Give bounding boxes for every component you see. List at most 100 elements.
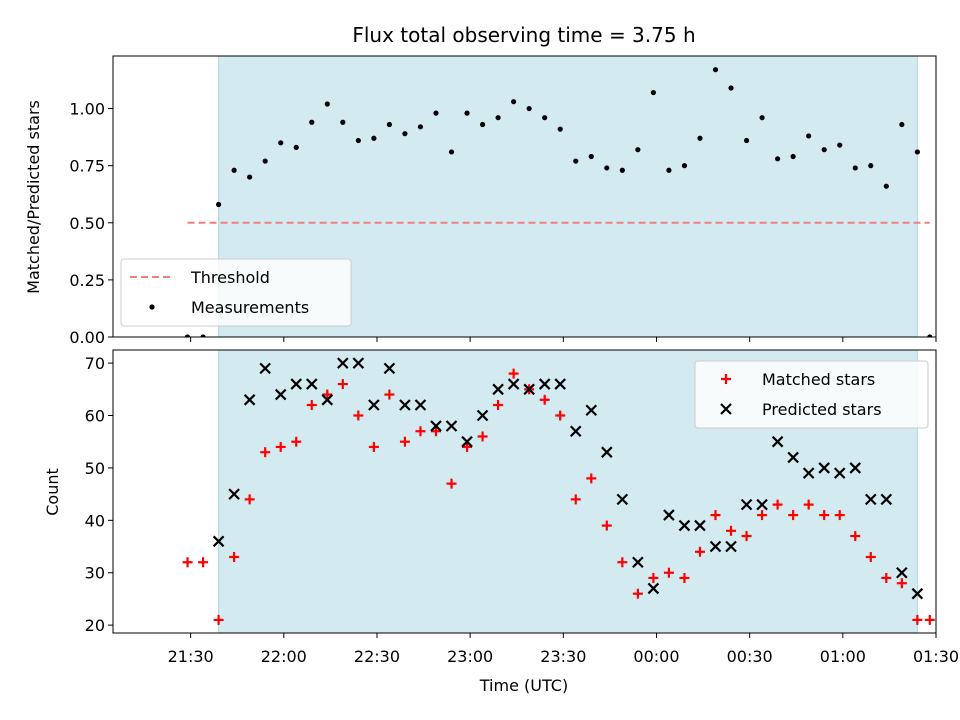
chart-title: Flux total observing time = 3.75 h [352, 23, 695, 47]
predicted-star-point [274, 388, 287, 401]
predicted-star-point [818, 462, 830, 474]
predicted-star-point [569, 425, 582, 438]
measurement-point [837, 142, 843, 148]
measurement-point [448, 149, 455, 155]
measurement-point [293, 144, 299, 150]
matched-star-point [586, 473, 597, 484]
measurement-point [278, 140, 284, 146]
matched-star-point [741, 531, 752, 542]
measurement-point [681, 163, 688, 169]
predicted-star-point [290, 378, 303, 390]
measurement-point [355, 137, 361, 144]
measurement-point [712, 67, 719, 73]
measurement-point [511, 99, 517, 105]
measurement-point [666, 167, 672, 173]
predicted-star-point [538, 378, 551, 390]
predicted-star-point [709, 540, 722, 553]
matched-star-point [182, 557, 193, 568]
matched-star-point [353, 410, 364, 421]
predicted-star-point [787, 451, 799, 464]
matched-star-point [198, 557, 209, 568]
measurement-point [743, 137, 750, 144]
top-panel: 0.00 0.25 0.50 0.75 1.00 Threshold Measurement… [69, 55, 937, 347]
measurement-point [883, 183, 889, 189]
predicted-star-point [802, 467, 815, 479]
measurement-point [542, 115, 548, 121]
legend-predicted-swatch [720, 403, 732, 415]
matched-star-point [865, 552, 876, 563]
matched-star-point [415, 426, 426, 437]
matched-star-point [260, 447, 271, 458]
matched-star-point [632, 588, 643, 599]
x-tick-label: 01:00 [820, 647, 866, 666]
top-legend: Threshold Measurements [120, 258, 352, 327]
predicted-star-point [756, 498, 768, 511]
x-tick-label: 22:30 [354, 647, 400, 666]
measurement-point [573, 158, 579, 164]
predicted-star-point [771, 435, 784, 448]
predicted-star-point [647, 582, 660, 595]
matched-star-point [446, 478, 457, 489]
predicted-star-point [243, 394, 256, 406]
bottom-y-tick-label: 60 [85, 407, 105, 426]
predicted-star-point [585, 404, 598, 417]
predicted-star-point [368, 399, 380, 411]
measurement-point [231, 167, 237, 173]
predicted-star-point [678, 519, 691, 532]
matched-star-point [757, 510, 768, 521]
measurement-point [184, 334, 191, 337]
measurement-point [650, 89, 656, 96]
legend-measurements-swatch [149, 304, 155, 310]
matched-star-point [726, 525, 737, 536]
x-tick-label: 23:00 [447, 647, 493, 666]
matched-star-point [710, 510, 721, 521]
matched-star-point [384, 389, 395, 400]
measurement-point [852, 165, 858, 171]
measurement-point [697, 135, 703, 141]
x-tick-label: 23:30 [540, 647, 586, 666]
matched-star-point [539, 394, 550, 405]
matched-star-point [291, 436, 302, 447]
matched-star-point [229, 552, 240, 563]
matched-star-point [244, 494, 255, 505]
predicted-star-point [399, 399, 411, 411]
matched-star-point [601, 520, 612, 531]
measurement-point [619, 167, 625, 173]
legend-predicted-label: Predicted stars [762, 400, 882, 419]
predicted-star-point [259, 362, 271, 375]
measurement-point [200, 334, 206, 337]
x-axis-label: Time (UTC) [479, 676, 568, 695]
predicted-star-point [740, 498, 753, 511]
predicted-star-point [321, 394, 334, 406]
matched-star-point [322, 389, 333, 400]
x-tick-label: 00:00 [633, 647, 679, 666]
predicted-star-point [725, 540, 737, 553]
top-y-axis-label: Matched/Predicted stars [24, 100, 43, 294]
top-axes-frame [112, 55, 937, 338]
top-y-tick-label: 0.50 [69, 214, 105, 233]
top-y-tick-label: 1.00 [69, 100, 105, 119]
predicted-star-point [305, 378, 318, 390]
matched-star-point [772, 499, 783, 510]
bottom-y-tick-label: 50 [85, 459, 105, 478]
measurement-point [247, 174, 253, 180]
measurement-point [402, 131, 408, 137]
matched-star-point [462, 441, 473, 452]
predicted-star-point [833, 467, 846, 479]
matched-star-point [570, 494, 581, 505]
predicted-star-point [849, 462, 862, 474]
measurement-point [479, 121, 486, 128]
matched-star-point [912, 614, 923, 625]
bottom-y-axis-label: Count [43, 468, 62, 516]
measurement-point [215, 201, 222, 208]
x-tick-label: 00:30 [727, 647, 773, 666]
measurement-point [464, 110, 470, 116]
predicted-star-point [523, 383, 535, 396]
matched-star-point [477, 431, 488, 442]
top-y-tick-label: 0.25 [69, 271, 105, 290]
predicted-star-point [383, 362, 396, 375]
bottom-y-tick-label: 30 [85, 564, 105, 583]
measurement-point [495, 115, 501, 121]
matched-star-point [337, 379, 348, 390]
predicted-star-point [507, 378, 520, 390]
